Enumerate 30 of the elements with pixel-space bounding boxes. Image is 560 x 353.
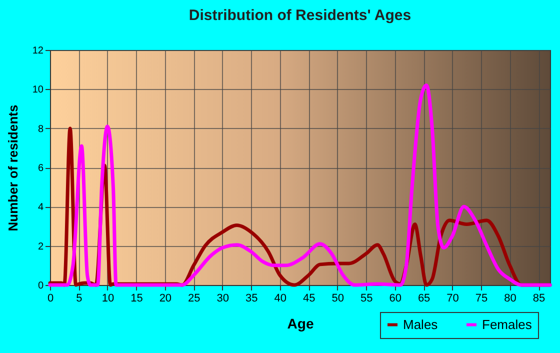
y-tick-label: 6 <box>38 163 44 174</box>
x-tick-label: 35 <box>246 292 258 304</box>
y-tick-label: 2 <box>38 241 44 252</box>
x-tick-label: 0 <box>47 292 54 304</box>
x-tick-label: 85 <box>532 292 546 304</box>
legend-label: Females <box>482 316 532 332</box>
x-tick-label: 80 <box>504 292 516 304</box>
y-tick-label: 12 <box>32 46 44 56</box>
x-tick-label: 30 <box>216 292 230 304</box>
x-tick-label: 65 <box>418 292 430 304</box>
x-tick-label: 20 <box>159 292 172 304</box>
x-tick-label: 50 <box>332 292 344 304</box>
y-axis-title: Number of residents <box>5 104 20 232</box>
chart-title: Distribution of Residents' Ages <box>188 7 412 24</box>
y-tick-label: 8 <box>38 124 44 135</box>
x-tick-label: 25 <box>188 292 200 304</box>
x-tick-label: 55 <box>360 292 373 304</box>
x-tick-label: 45 <box>302 292 316 304</box>
y-tick-label: 10 <box>32 84 44 96</box>
x-tick-label: 5 <box>76 292 82 304</box>
x-axis-title: Age <box>287 316 314 332</box>
x-tick-label: 10 <box>102 292 114 304</box>
y-tick-label: 4 <box>38 202 44 214</box>
x-tick-label: 75 <box>475 292 488 304</box>
y-tick-label: 0 <box>38 280 44 292</box>
x-tick-label: 15 <box>130 292 143 304</box>
x-tick-label: 70 <box>446 292 459 304</box>
x-tick-label: 60 <box>389 292 402 304</box>
x-tick-label: 40 <box>274 292 287 304</box>
legend-label: Males <box>403 316 438 332</box>
